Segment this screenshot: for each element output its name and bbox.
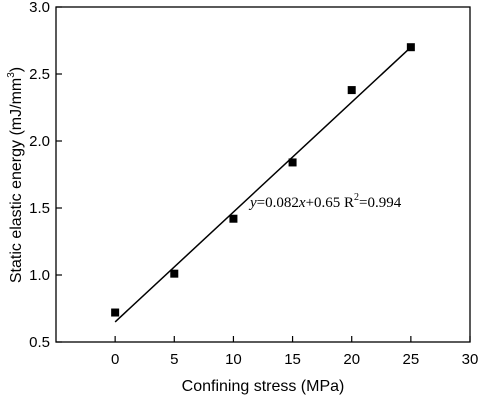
x-tick-label: 20: [343, 351, 360, 368]
y-tick-label: 1.5: [29, 200, 50, 217]
eq-y: y: [248, 195, 257, 211]
x-tick-label: 30: [462, 351, 479, 368]
y-tick-label: 0.5: [29, 334, 50, 351]
y-axis-label-main: Static elastic energy (mJ/mm: [8, 78, 25, 283]
eq-coef: =0.082: [257, 195, 299, 211]
y-axis-label: Static elastic energy (mJ/mm3): [6, 67, 25, 283]
y-tick-label: 3.0: [29, 0, 50, 16]
x-axis-label: Confining stress (MPa): [182, 378, 345, 395]
y-tick-label: 2.0: [29, 133, 50, 150]
data-point: [111, 308, 120, 317]
x-axis-ticks: 0 5 10 15 20 25 30: [111, 336, 478, 368]
x-tick-label: 5: [170, 351, 178, 368]
fit-equation: y=0.082x+0.65 R2=0.994: [248, 192, 402, 211]
x-tick-label: 15: [284, 351, 301, 368]
plot-frame: [55, 6, 471, 343]
y-tick-label: 2.5: [29, 66, 50, 83]
data-point: [347, 86, 356, 95]
eq-r2: =0.994: [359, 195, 402, 211]
eq-r2-sup: 2: [354, 192, 359, 203]
fit-line: [114, 46, 412, 323]
x-tick-label: 25: [403, 351, 420, 368]
data-point: [288, 158, 297, 167]
x-tick-label: 0: [111, 351, 119, 368]
y-axis-label-sup: 3: [6, 72, 17, 78]
eq-x: x: [298, 195, 306, 211]
x-tick-label: 10: [225, 351, 242, 368]
data-point: [170, 269, 179, 278]
y-axis-ticks: 0.5 1.0 1.5 2.0 2.5 3.0: [29, 0, 62, 351]
eq-rest: +0.65 R: [306, 195, 354, 211]
data-point: [406, 43, 415, 52]
y-axis-label-close: ): [8, 67, 25, 72]
y-tick-label: 1.0: [29, 267, 50, 284]
data-points: [111, 43, 415, 317]
data-point: [229, 214, 238, 223]
